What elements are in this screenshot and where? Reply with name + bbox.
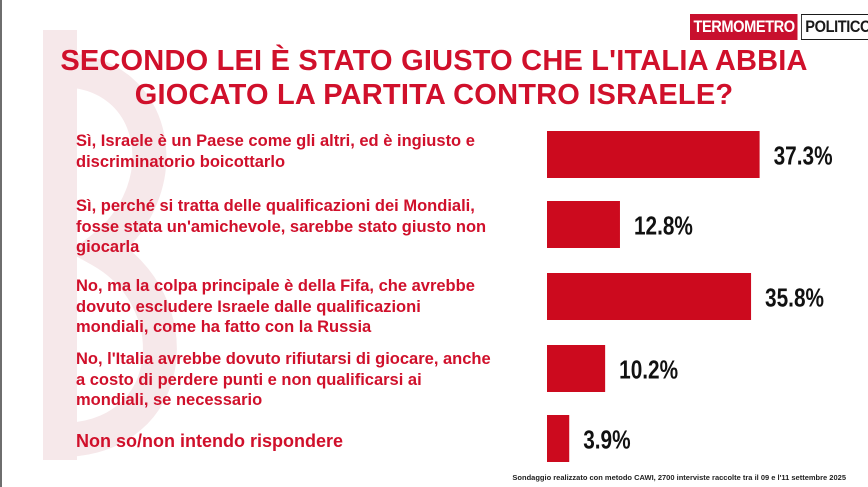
category-label-line: dovuto escludere Israele dalle qualifica… — [76, 297, 421, 316]
value-label-1: 37.3% — [774, 141, 833, 170]
value-label-3: 35.8% — [765, 283, 824, 312]
category-label-line: fosse stata un'amichevole, sarebbe stato… — [76, 217, 487, 236]
category-label-5: Non so/non intendo rispondere — [76, 431, 546, 452]
category-label-line: a costo di perdere punti e non qualifica… — [76, 370, 422, 389]
title-line-1: SECONDO LEI È STATO GIUSTO CHE L'ITALIA … — [60, 45, 808, 77]
bar-3 — [547, 273, 752, 320]
termometro-politico-logo: TERMOMETRO POLITICO — [690, 14, 868, 40]
category-label-line: No, ma la colpa principale è della Fifa,… — [76, 277, 475, 295]
value-label-2: 12.8% — [634, 211, 693, 240]
category-label-line: Sì, perché si tratta delle qualificazion… — [76, 197, 475, 215]
title-line-2: GIOCATO LA PARTITA CONTRO ISRAELE? — [134, 79, 734, 111]
left-border-line — [0, 0, 2, 487]
category-label-2: Sì, perché si tratta delle qualificazion… — [76, 196, 546, 258]
category-label-line: Non so/non intendo rispondere — [76, 431, 343, 451]
bar-2 — [547, 201, 620, 248]
category-label-4: No, l'Italia avrebbe dovuto rifiutarsi d… — [76, 349, 546, 411]
logo-part-1: TERMOMETRO — [690, 14, 798, 40]
category-label-1: Sì, Israele è un Paese come gli altri, e… — [76, 131, 546, 172]
value-label-4: 10.2% — [619, 355, 678, 384]
category-label-3: No, ma la colpa principale è della Fifa,… — [76, 276, 546, 338]
bar-5 — [547, 415, 570, 462]
logo-part-2: POLITICO — [800, 14, 868, 40]
chart-title: SECONDO LEI È STATO GIUSTO CHE L'ITALIA … — [0, 44, 868, 112]
bar-4 — [547, 345, 606, 392]
category-label-line: mondiali, se necessario — [76, 391, 263, 409]
category-label-line: No, l'Italia avrebbe dovuto rifiutarsi d… — [76, 350, 491, 368]
category-label-line: discriminatorio boicottarlo — [76, 152, 286, 171]
category-label-line: Sì, Israele è un Paese come gli altri, e… — [76, 132, 475, 150]
bar-1 — [547, 131, 760, 178]
category-label-line: giocarla — [76, 238, 140, 256]
category-label-line: mondiali, come ha fatto con la Russia — [76, 318, 372, 336]
value-label-5: 3.9% — [583, 425, 630, 454]
survey-footnote: Sondaggio realizzato con metodo CAWI, 27… — [512, 473, 846, 482]
